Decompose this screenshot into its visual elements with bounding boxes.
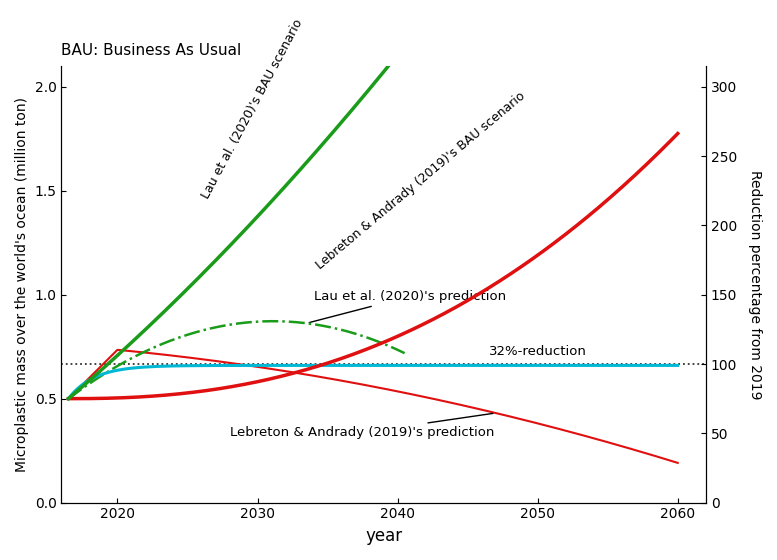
- Y-axis label: Microplastic mass over the world's ocean (million ton): Microplastic mass over the world's ocean…: [15, 97, 29, 472]
- Text: Lebreton & Andrady (2019)'s BAU scenario: Lebreton & Andrady (2019)'s BAU scenario: [314, 90, 528, 272]
- Text: Lau et al. (2020)'s BAU scenario: Lau et al. (2020)'s BAU scenario: [200, 17, 305, 200]
- Text: Lebreton & Andrady (2019)'s prediction: Lebreton & Andrady (2019)'s prediction: [229, 413, 494, 439]
- Y-axis label: Reduction percentage from 2019: Reduction percentage from 2019: [748, 170, 762, 399]
- Text: 32%-reduction: 32%-reduction: [489, 345, 587, 358]
- X-axis label: year: year: [365, 527, 402, 545]
- Text: BAU: Business As Usual: BAU: Business As Usual: [61, 43, 242, 58]
- Text: Lau et al. (2020)'s prediction: Lau et al. (2020)'s prediction: [309, 290, 506, 323]
